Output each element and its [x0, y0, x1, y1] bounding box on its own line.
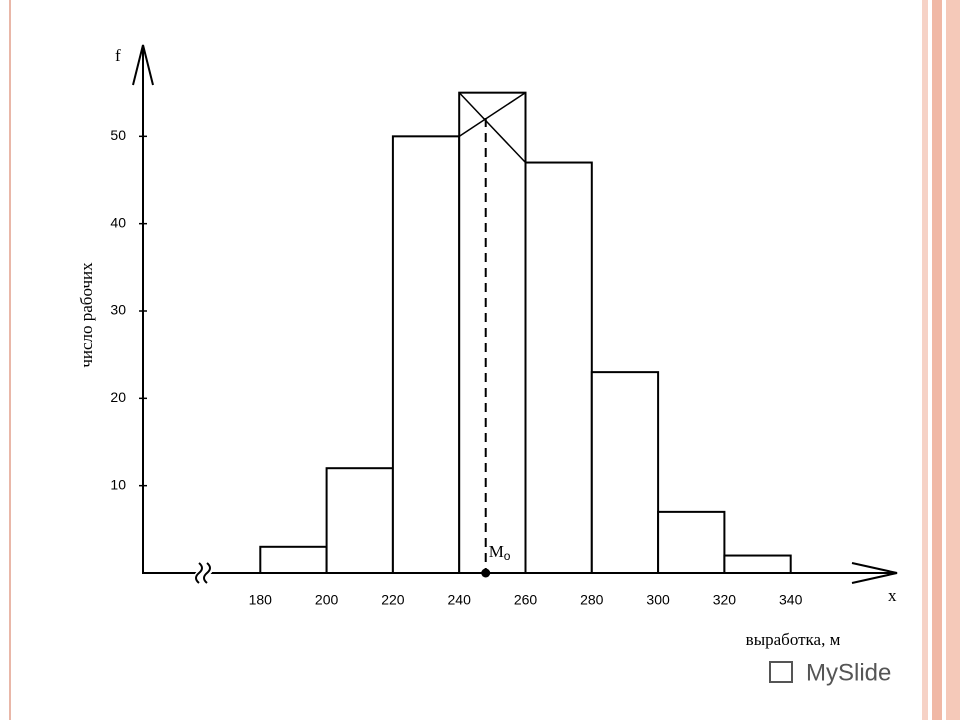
x-axis-label: выработка, м — [746, 630, 841, 649]
x-tick-label: 300 — [646, 592, 670, 608]
y-tick-label: 20 — [110, 389, 126, 405]
x-tick-label: 200 — [315, 592, 339, 608]
x-tick-label: 260 — [514, 592, 538, 608]
logo-icon — [769, 661, 793, 683]
right-border — [932, 0, 942, 720]
y-tick-label: 50 — [110, 127, 126, 143]
x-arrow — [851, 562, 898, 584]
x-tick-label: 340 — [779, 592, 803, 608]
y-tick-label: 10 — [110, 476, 126, 492]
watermark-logo: MySlide — [769, 659, 891, 686]
watermark: MySlide — [806, 659, 891, 686]
right-border — [922, 0, 928, 720]
bar — [524, 161, 593, 575]
y-axis-letter: f — [115, 46, 121, 65]
bar — [259, 545, 328, 574]
mode-subscript: o — [504, 549, 511, 563]
mode-construction-line — [458, 92, 527, 164]
y-tick-label: 40 — [110, 214, 126, 230]
bar — [325, 467, 394, 575]
x-tick-label: 280 — [580, 592, 604, 608]
x-tick-label: 180 — [249, 592, 273, 608]
bar — [723, 554, 792, 574]
x-tick-label: 320 — [713, 592, 737, 608]
x-tick-label: 220 — [381, 592, 405, 608]
bar — [391, 135, 461, 574]
y-arrow — [132, 44, 154, 86]
x-tick-label: 240 — [448, 592, 472, 608]
y-tick-label: 30 — [110, 302, 126, 318]
mode-construction-line — [458, 92, 526, 137]
bar — [657, 510, 726, 575]
axis-break — [195, 562, 211, 584]
bar — [590, 371, 660, 574]
mode-label: M — [489, 542, 504, 561]
bar — [458, 91, 527, 575]
y-axis-label: число рабочих — [77, 262, 96, 368]
mode-point — [481, 568, 491, 578]
right-border — [946, 0, 960, 720]
x-axis-letter: x — [888, 586, 897, 605]
